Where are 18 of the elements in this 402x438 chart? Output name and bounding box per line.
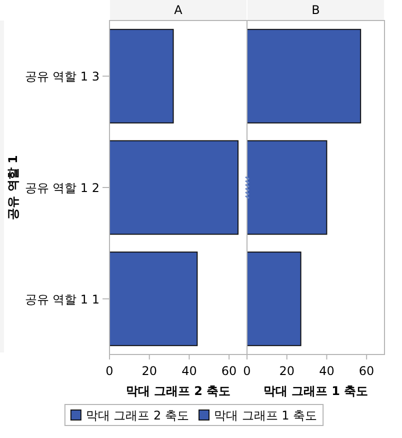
x-tick-label: 0 (106, 364, 114, 378)
x-tick-label: 20 (142, 364, 157, 378)
legend-label: 막대 그래프 2 축도 (86, 408, 189, 422)
x-tick-label: 20 (279, 364, 294, 378)
x-tick-label: 0 (243, 364, 251, 378)
chart-title: B (312, 3, 320, 17)
y-axis-title: 공유 역할 1 (6, 155, 20, 220)
x-axis-title: 막대 그래프 1 축도 (263, 384, 368, 398)
x-tick-label: 40 (319, 364, 334, 378)
legend-label: 막대 그래프 1 축도 (214, 408, 318, 422)
y-tick-label: 공유 역할 1 2 (24, 181, 100, 195)
chart-title: A (174, 3, 182, 17)
x-tick-label: 60 (221, 364, 237, 378)
x-axis-title: 막대 그래프 2 축도 (126, 384, 231, 398)
x-tick-label: 40 (182, 364, 197, 378)
x-tick-label: 60 (358, 364, 374, 378)
y-tick-label: 공유 역할 1 1 (24, 292, 100, 306)
y-tick-label: 공유 역할 1 3 (24, 70, 100, 84)
